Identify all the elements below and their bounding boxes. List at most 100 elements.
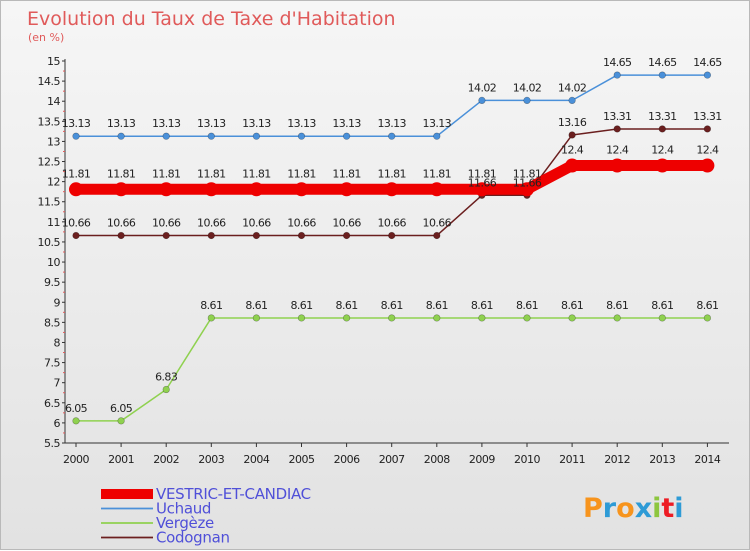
chart-subtitle: (en %) — [28, 31, 64, 44]
data-label: 13.31 — [693, 110, 722, 123]
legend-entry: VESTRIC-ET-CANDIAC — [156, 485, 311, 503]
data-label: 13.13 — [152, 117, 181, 130]
data-label: 8.61 — [516, 299, 538, 312]
data-point — [72, 231, 80, 240]
y-tick-label: 14.5 — [38, 75, 61, 88]
data-label: 11.66 — [468, 176, 497, 189]
data-label: 13.13 — [332, 117, 361, 130]
y-tick-label: 13 — [47, 135, 60, 148]
chart-series — [69, 71, 715, 425]
data-label: 12.4 — [696, 144, 719, 157]
data-point — [294, 182, 309, 197]
data-label: 10.66 — [242, 217, 271, 230]
data-point — [703, 125, 712, 133]
y-tick-label: 5.5 — [44, 437, 60, 450]
data-point — [610, 158, 625, 173]
data-label: 11.81 — [107, 167, 136, 180]
y-tick-label: 6.5 — [44, 397, 60, 410]
data-label: 13.31 — [648, 110, 677, 123]
data-label: 14.65 — [693, 56, 722, 69]
data-label: 11.81 — [513, 167, 542, 180]
data-point — [343, 231, 351, 240]
data-point — [655, 158, 670, 173]
data-label: 11.66 — [513, 176, 542, 189]
data-point — [159, 182, 174, 197]
data-point — [252, 231, 260, 240]
data-label: 13.13 — [423, 117, 452, 130]
data-point — [207, 314, 215, 322]
data-point — [658, 71, 666, 79]
data-label: 11.81 — [287, 167, 316, 180]
x-tick-label: 2007 — [379, 453, 405, 466]
data-label: 12.4 — [561, 144, 584, 157]
data-label: 8.61 — [471, 299, 493, 312]
data-point — [297, 231, 306, 240]
data-label: 8.61 — [651, 299, 673, 312]
data-point — [523, 314, 531, 322]
data-label: 10.66 — [107, 217, 136, 230]
data-point — [204, 182, 219, 197]
legend-entry: Uchaud — [156, 500, 211, 518]
data-point — [297, 314, 306, 322]
data-label: 10.66 — [332, 217, 361, 230]
series-line-vergèze — [76, 317, 708, 422]
y-tick-label: 7 — [54, 377, 61, 390]
data-point — [207, 132, 215, 140]
data-label: 10.66 — [197, 217, 226, 230]
legend-entry: Codognan — [156, 529, 230, 547]
data-point — [162, 231, 170, 240]
data-label: 11.81 — [468, 167, 497, 180]
data-label: 6.05 — [65, 402, 88, 415]
data-label: 11.81 — [242, 167, 271, 180]
data-label: 13.13 — [197, 117, 226, 130]
data-label: 13.13 — [107, 117, 136, 130]
logo-letter: P — [583, 493, 603, 524]
data-label: 11.81 — [152, 167, 181, 180]
data-point — [162, 132, 170, 140]
x-tick-label: 2003 — [198, 453, 224, 466]
data-point — [658, 125, 666, 133]
y-tick-label: 11.5 — [38, 196, 61, 209]
x-tick-label: 2014 — [694, 453, 720, 466]
y-tick-label: 10 — [47, 256, 60, 269]
data-label: 11.81 — [332, 167, 361, 180]
x-tick-label: 2006 — [334, 453, 360, 466]
data-point — [388, 231, 396, 240]
data-label: 12.4 — [606, 144, 629, 157]
data-point — [72, 132, 80, 140]
data-label: 12.4 — [651, 144, 674, 157]
y-tick-label: 13.5 — [38, 115, 61, 128]
data-label: 8.61 — [336, 299, 358, 312]
x-tick-label: 2010 — [514, 453, 540, 466]
x-tick-label: 2012 — [604, 453, 630, 466]
data-label: 10.66 — [62, 217, 91, 230]
y-tick-label: 10.5 — [38, 236, 61, 249]
data-point — [388, 132, 396, 140]
logo-letter: o — [616, 493, 635, 524]
data-label: 13.16 — [558, 116, 587, 129]
data-label: 6.05 — [110, 402, 133, 415]
data-point — [69, 182, 83, 197]
data-label: 11.81 — [423, 167, 452, 180]
data-point — [613, 125, 621, 133]
data-point — [703, 71, 712, 79]
data-point — [252, 132, 260, 140]
data-point — [429, 182, 444, 197]
data-label: 11.81 — [62, 167, 91, 180]
data-point — [478, 96, 486, 105]
y-tick-label: 12 — [47, 176, 60, 189]
logo-letter: i — [652, 493, 661, 524]
data-label: 8.61 — [696, 299, 718, 312]
x-tick-label: 2005 — [289, 453, 315, 466]
data-point — [117, 417, 125, 425]
data-label: 8.61 — [426, 299, 448, 312]
data-label: 10.66 — [377, 217, 406, 230]
data-label: 14.02 — [468, 81, 497, 94]
data-point — [658, 314, 666, 322]
data-point — [117, 132, 125, 140]
data-point — [613, 71, 621, 79]
chart-data-labels: 11.81 11.81 11.81 11.81 11.81 11.81 11.81 11.81… — [62, 56, 723, 415]
logo-letter: x — [635, 493, 652, 524]
